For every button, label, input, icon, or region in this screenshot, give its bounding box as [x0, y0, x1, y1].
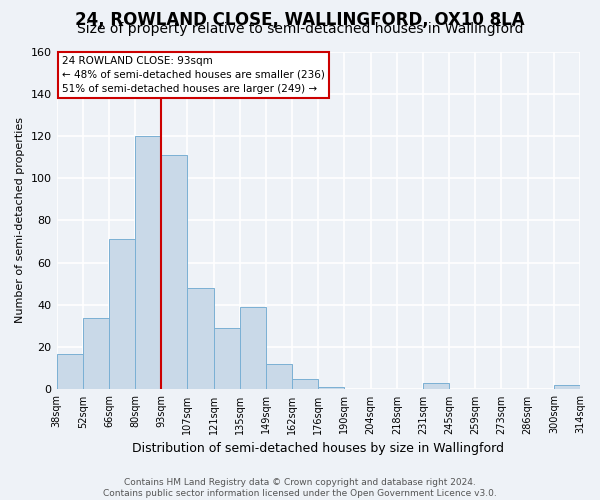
Bar — [109, 240, 135, 390]
Bar — [423, 383, 449, 390]
Bar — [187, 288, 214, 390]
Text: 24, ROWLAND CLOSE, WALLINGFORD, OX10 8LA: 24, ROWLAND CLOSE, WALLINGFORD, OX10 8LA — [75, 11, 525, 29]
Bar — [56, 354, 83, 390]
Bar — [161, 155, 187, 390]
Bar — [83, 318, 109, 390]
Bar — [554, 385, 580, 390]
Text: Contains HM Land Registry data © Crown copyright and database right 2024.
Contai: Contains HM Land Registry data © Crown c… — [103, 478, 497, 498]
Bar — [292, 379, 318, 390]
Text: Size of property relative to semi-detached houses in Wallingford: Size of property relative to semi-detach… — [77, 22, 523, 36]
Bar — [318, 388, 344, 390]
Bar — [240, 307, 266, 390]
Bar — [135, 136, 161, 390]
X-axis label: Distribution of semi-detached houses by size in Wallingford: Distribution of semi-detached houses by … — [132, 442, 504, 455]
Bar — [266, 364, 292, 390]
Text: 24 ROWLAND CLOSE: 93sqm
← 48% of semi-detached houses are smaller (236)
51% of s: 24 ROWLAND CLOSE: 93sqm ← 48% of semi-de… — [62, 56, 325, 94]
Bar — [214, 328, 240, 390]
Y-axis label: Number of semi-detached properties: Number of semi-detached properties — [15, 118, 25, 324]
